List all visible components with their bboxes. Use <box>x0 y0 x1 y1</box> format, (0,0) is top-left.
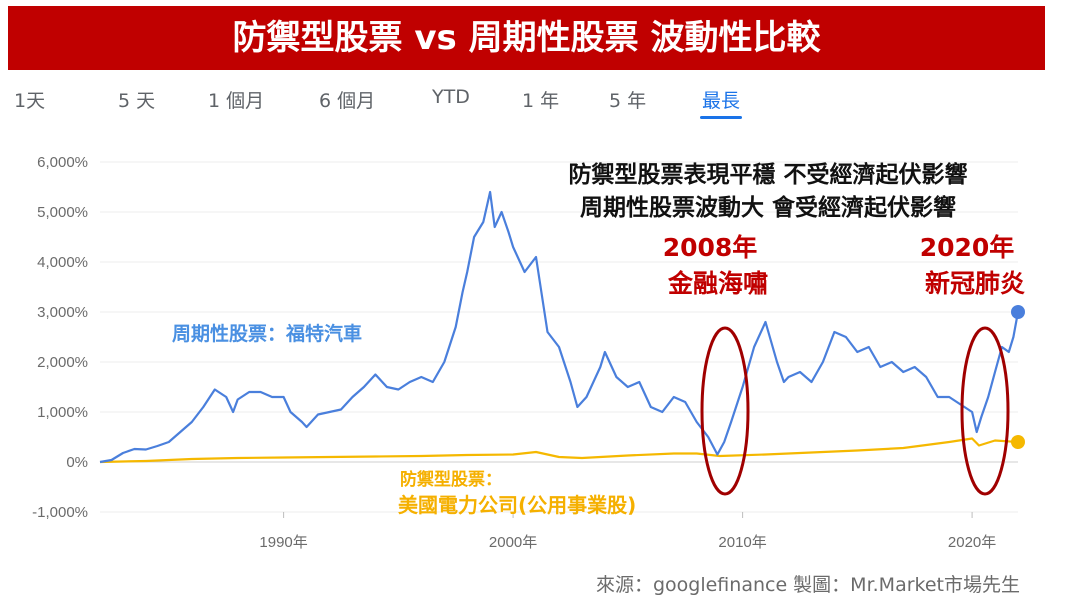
tab-max[interactable]: 最長 <box>700 86 743 119</box>
x-axis-ticks: 1990年 2000年 2010年 2020年 <box>259 512 996 551</box>
event-2008-label: 金融海嘯 <box>667 269 768 298</box>
y-tick-label: 0% <box>66 454 88 471</box>
defensive-series-label-1: 防禦型股票： <box>400 469 502 490</box>
cyclical-series-label: 周期性股票：福特汽車 <box>172 322 362 345</box>
tab-5y[interactable]: 5 年 <box>609 90 647 112</box>
y-tick-label: -1,000% <box>32 504 88 521</box>
highlight-2020-ellipse <box>960 326 1010 496</box>
x-tick-label: 1990年 <box>259 534 307 551</box>
source-credit: 來源：googlefinance 製圖：Mr.Market市場先生 <box>596 574 1020 596</box>
headline-cyclical: 周期性股票波動大 會受經濟起伏影響 <box>580 194 956 221</box>
y-tick-label: 5,000% <box>37 204 88 221</box>
series-defensive-endpoint <box>1011 435 1025 449</box>
tab-max-label: 最長 <box>702 90 741 112</box>
y-tick-label: 6,000% <box>37 154 88 171</box>
headline-defensive: 防禦型股票表現平穩 不受經濟起伏影響 <box>568 161 967 188</box>
active-tab-indicator <box>700 116 743 119</box>
tab-5d[interactable]: 5 天 <box>118 90 156 112</box>
event-2020-year: 2020年 <box>920 233 1015 262</box>
x-tick-label: 2020年 <box>948 534 996 551</box>
y-tick-label: 3,000% <box>37 304 88 321</box>
x-tick-label: 2000年 <box>489 534 537 551</box>
y-tick-label: 1,000% <box>37 404 88 421</box>
series-defensive-line <box>99 437 1019 464</box>
y-tick-label: 4,000% <box>37 254 88 271</box>
grid-lines <box>100 161 1018 513</box>
x-tick-label: 2010年 <box>718 534 766 551</box>
tab-1y[interactable]: 1 年 <box>522 90 560 112</box>
highlight-2008-ellipse <box>700 326 750 496</box>
tab-6m[interactable]: 6 個月 <box>319 90 376 112</box>
defensive-series-label-2: 美國電力公司(公用事業股) <box>398 493 636 517</box>
page-title: 防禦型股票 vs 周期性股票 波動性比較 <box>232 18 821 58</box>
tab-1m[interactable]: 1 個月 <box>208 90 265 112</box>
y-tick-label: 2,000% <box>37 354 88 371</box>
series-layer <box>99 190 1025 464</box>
series-cyclical-line <box>99 190 1020 464</box>
title-banner: 防禦型股票 vs 周期性股票 波動性比較 <box>8 6 1045 70</box>
event-2020-label: 新冠肺炎 <box>925 269 1025 298</box>
event-2008-year: 2008年 <box>663 233 758 262</box>
tab-1d[interactable]: 1天 <box>14 90 46 112</box>
y-axis-ticks: 6,000% 5,000% 4,000% 3,000% 2,000% 1,000% 0% -1… <box>32 154 88 521</box>
tab-ytd[interactable]: YTD <box>432 86 470 108</box>
series-cyclical-endpoint <box>1011 305 1025 319</box>
